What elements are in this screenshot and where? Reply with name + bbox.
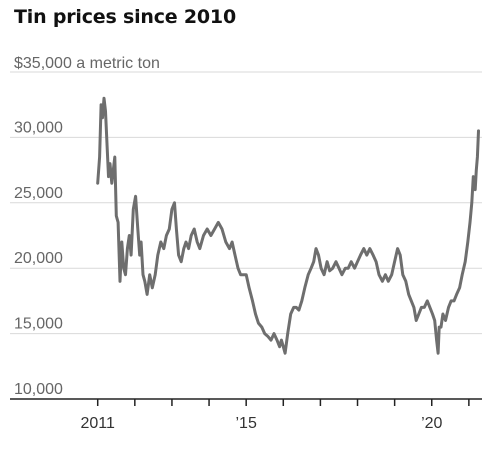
x-tick-label-2011: 2011 xyxy=(81,415,116,432)
tin-price-series-line xyxy=(96,96,480,355)
chart-title: Tin prices since 2010 xyxy=(14,6,236,28)
y-axis-unit-label: $35,000 a metric ton xyxy=(14,55,160,72)
y-tick-label-30000: 30,000 xyxy=(14,119,63,136)
x-ticks: 2011 ’15 ’20 xyxy=(81,399,470,432)
y-tick-label-15000: 15,000 xyxy=(14,316,63,333)
y-tick-label-10000: 10,000 xyxy=(14,381,63,398)
x-tick-label-2015: ’15 xyxy=(235,415,256,432)
y-tick-labels: 10,000 15,000 20,000 25,000 30,000 xyxy=(14,119,63,398)
grid-lines xyxy=(10,71,482,335)
y-tick-label-25000: 25,000 xyxy=(14,185,63,202)
y-tick-label-20000: 20,000 xyxy=(14,250,63,267)
x-tick-label-2020: ’20 xyxy=(421,415,442,432)
